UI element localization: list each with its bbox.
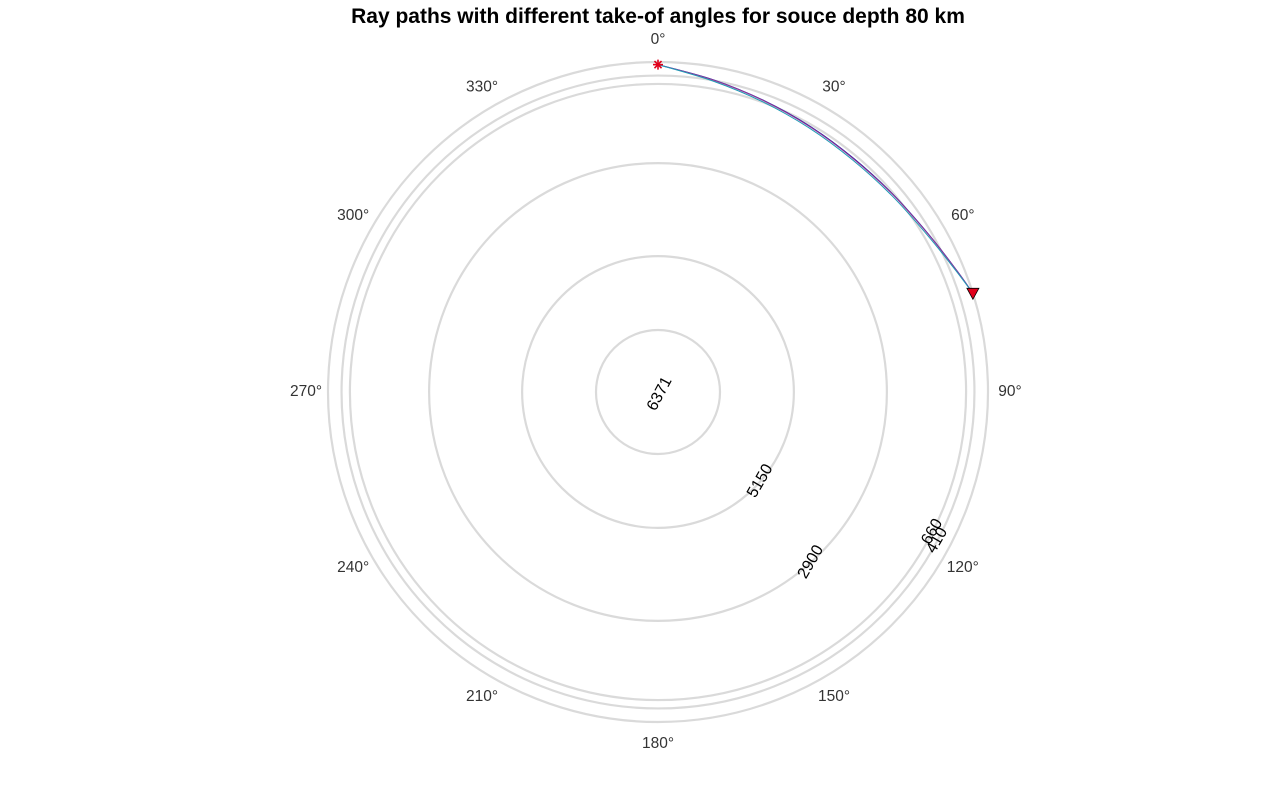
ray-path-3 bbox=[657, 64, 974, 294]
angle-tick-label: 270° bbox=[290, 383, 322, 400]
depth-label-5150: 5150 bbox=[744, 461, 777, 500]
depth-circle-410 bbox=[340, 74, 976, 710]
angle-tick-label: 0° bbox=[651, 31, 666, 48]
depth-circle-660 bbox=[348, 82, 968, 702]
angle-labels: 0° 30° 60° 90° 120° 150° 180° 210° 240° 270° 300° 3… bbox=[290, 31, 1022, 752]
angle-tick-label: 240° bbox=[337, 559, 369, 576]
angle-tick-label: 300° bbox=[337, 207, 369, 224]
angle-tick-label: 60° bbox=[951, 207, 974, 224]
angle-tick-label: 180° bbox=[642, 735, 674, 752]
angle-tick-label: 210° bbox=[466, 688, 498, 705]
receiver-marker bbox=[966, 287, 980, 301]
depth-label-2900: 2900 bbox=[795, 542, 828, 581]
angle-tick-label: 90° bbox=[998, 383, 1021, 400]
depth-circle-6371 bbox=[594, 328, 722, 456]
depth-label-6371: 6371 bbox=[644, 374, 676, 414]
angle-tick-label: 30° bbox=[822, 78, 845, 95]
markers bbox=[653, 59, 980, 301]
angle-tick-label: 330° bbox=[466, 78, 498, 95]
angle-tick-label: 120° bbox=[947, 559, 979, 576]
ray-paths bbox=[657, 64, 974, 294]
chart-title: Ray paths with different take-of angles … bbox=[351, 5, 965, 28]
depth-circle-5150 bbox=[521, 255, 795, 529]
ray-path-2 bbox=[657, 64, 974, 294]
source-marker bbox=[653, 59, 663, 70]
depth-circle-2900 bbox=[428, 162, 888, 622]
ray-path-1 bbox=[657, 64, 974, 294]
angle-tick-label: 150° bbox=[818, 688, 850, 705]
